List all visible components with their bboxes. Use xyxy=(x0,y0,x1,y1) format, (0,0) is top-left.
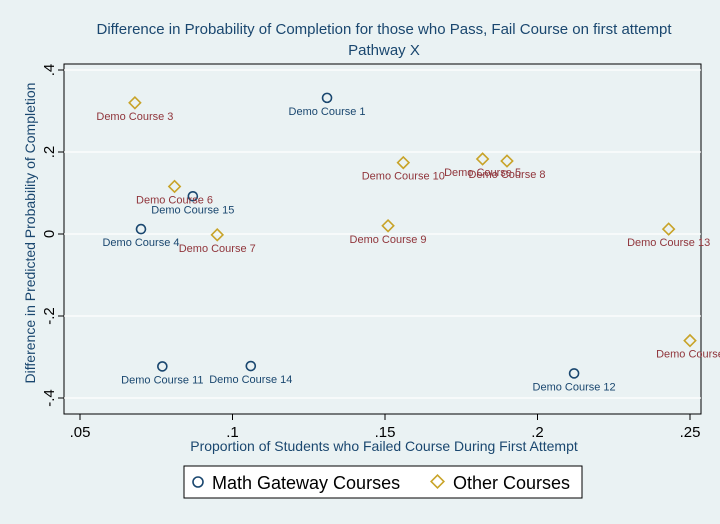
x-axis-title: Proportion of Students who Failed Course… xyxy=(190,438,578,454)
math-course-point xyxy=(568,368,580,379)
legend-circle-marker xyxy=(192,476,204,488)
math-course-point xyxy=(157,361,168,372)
point-label: Demo Course 13 xyxy=(627,237,710,249)
other-course-point xyxy=(210,228,225,242)
math-course-point xyxy=(135,223,147,235)
point-label: Demo Course 5 xyxy=(444,167,521,179)
math-course-point xyxy=(187,190,199,202)
y-tick-label: .2 xyxy=(41,146,58,159)
x-tick-label: .05 xyxy=(70,424,91,441)
legend-box xyxy=(183,465,583,499)
legend-label-other: Other Courses xyxy=(453,473,570,493)
point-label: Demo Course 15 xyxy=(151,204,234,216)
y-axis: -.4 -.2 0 .2 .4 xyxy=(41,64,64,407)
point-label: Demo Course 1 xyxy=(289,106,366,118)
legend: Math Gateway Courses Other Courses xyxy=(183,465,583,499)
plot-area xyxy=(63,63,702,415)
legend-label-math: Math Gateway Courses xyxy=(212,473,400,493)
point-label: Demo Course 7 xyxy=(179,243,256,255)
y-tick-label: .4 xyxy=(41,64,58,77)
other-course-point xyxy=(396,155,411,170)
other-course-point xyxy=(500,154,514,168)
legend-diamond-marker xyxy=(430,474,445,489)
chart-subtitle: Pathway X xyxy=(348,42,420,59)
x-tick-label: .25 xyxy=(680,424,701,441)
x-tick-label: .15 xyxy=(375,424,396,441)
point-label: Demo Course 14 xyxy=(209,374,292,386)
point-label: Demo Course 10 xyxy=(362,171,445,183)
other-course-point xyxy=(128,96,142,110)
point-label: Demo Course 6 xyxy=(136,194,213,206)
other-course-point xyxy=(475,152,490,166)
point-label: Demo Course 9 xyxy=(350,234,427,246)
other-course-point xyxy=(683,333,697,348)
other-course-point xyxy=(167,179,182,194)
x-tick-label: .1 xyxy=(226,424,239,441)
x-axis: .05 .1 .15 .2 .25 xyxy=(70,414,701,441)
point-label: Demo Course 4 xyxy=(102,237,179,249)
point-label: Demo Course xyxy=(656,349,720,361)
point-label: Demo Course 11 xyxy=(121,374,203,386)
other-course-point xyxy=(381,219,395,233)
y-tick-label: -.2 xyxy=(41,307,58,325)
y-tick-label: 0 xyxy=(41,230,58,238)
point-label: Demo Course 8 xyxy=(468,169,545,181)
data-points: Demo Course 1 Demo Course 4 Demo Course 15… xyxy=(96,92,720,393)
point-label: Demo Course 12 xyxy=(533,381,616,393)
math-course-point xyxy=(321,92,333,104)
point-label: Demo Course 3 xyxy=(96,111,173,123)
other-course-point xyxy=(661,222,676,236)
y-tick-label: -.4 xyxy=(41,389,58,407)
chart-title: Difference in Probability of Completion … xyxy=(97,21,673,38)
y-axis-title: Difference in Predicted Probability of C… xyxy=(22,83,38,384)
x-tick-label: .2 xyxy=(531,424,544,441)
math-course-point xyxy=(245,360,257,372)
grid-lines xyxy=(64,69,701,399)
